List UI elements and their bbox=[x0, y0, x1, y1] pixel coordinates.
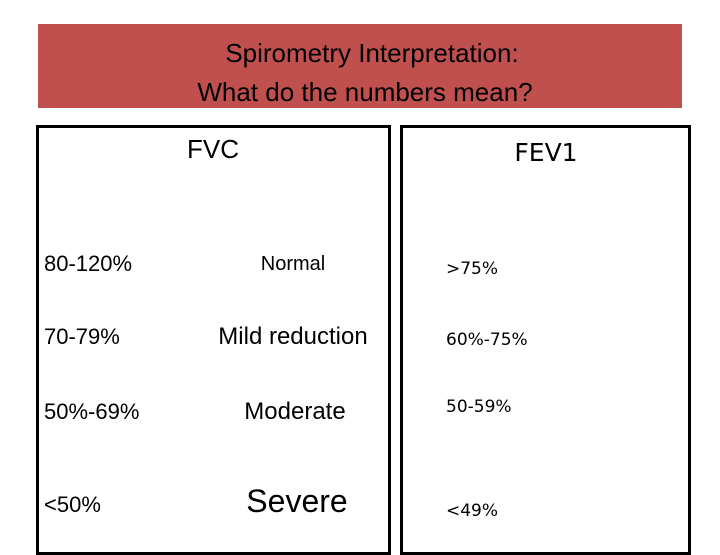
column-header: FEV1 bbox=[514, 138, 578, 167]
fvc-range: 70-79% bbox=[44, 324, 120, 349]
fev1-box bbox=[400, 125, 691, 555]
title-line: Spirometry Interpretation: bbox=[225, 38, 519, 68]
slide: Spirometry Interpretation: What do the n… bbox=[36, 24, 691, 555]
interpretation: Normal bbox=[260, 253, 326, 275]
fev1-range: 60%-75% bbox=[446, 330, 528, 350]
fev1-range: 50-59% bbox=[446, 397, 512, 417]
fvc-range: <50% bbox=[44, 492, 101, 517]
title-line: What do the numbers mean? bbox=[197, 77, 533, 107]
interpretation: Severe bbox=[246, 483, 348, 519]
fvc-range: 50%-69% bbox=[44, 399, 140, 424]
fev1-range: <49% bbox=[446, 501, 499, 521]
fev1-range: >75% bbox=[446, 259, 499, 279]
interpretation: Moderate bbox=[244, 398, 346, 425]
column-header: FVC bbox=[187, 134, 239, 164]
title-banner bbox=[38, 24, 682, 108]
fvc-range: 80-120% bbox=[44, 251, 133, 276]
interpretation: Mild reduction bbox=[218, 323, 368, 350]
